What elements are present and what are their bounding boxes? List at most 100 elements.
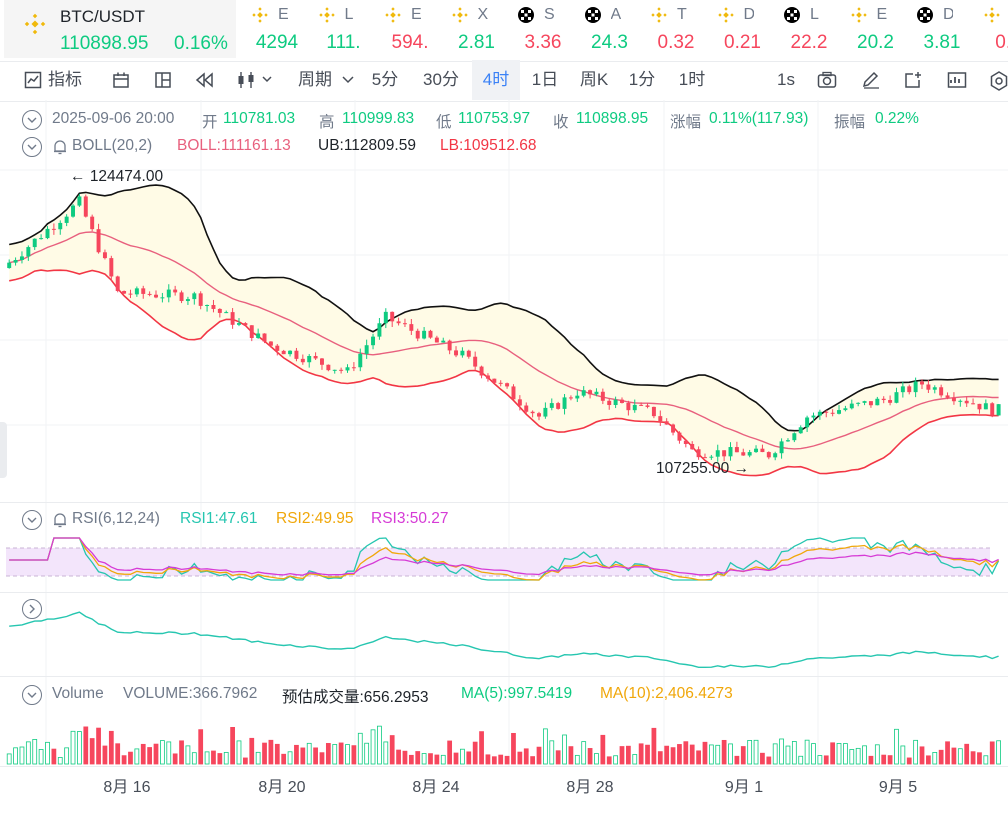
candle-body	[230, 312, 235, 325]
candle-body	[696, 449, 701, 458]
replay-button[interactable]	[192, 60, 218, 100]
volume-bar	[211, 750, 216, 765]
volume-name[interactable]: Volume	[52, 685, 104, 702]
volume-ma10: MA(10):2,406.4273	[600, 685, 733, 702]
candle-body	[134, 288, 139, 295]
ticker-coin[interactable]: T 0.32	[643, 0, 709, 58]
boll-collapse-toggle[interactable]	[22, 137, 42, 157]
ticker-coin[interactable]: D 0.21	[710, 0, 776, 58]
ticker-coin-value: 3.36	[524, 32, 562, 53]
layout-button[interactable]	[150, 60, 176, 100]
ticker-coin[interactable]: L 111.	[311, 0, 377, 58]
ticker-coin[interactable]: E 20.2	[843, 0, 909, 58]
volume-bar	[242, 757, 248, 765]
ticker-coin-value: 111.	[326, 32, 361, 53]
candle-body	[415, 330, 420, 339]
candle-body	[396, 321, 401, 324]
candle-body	[224, 312, 229, 314]
volume-bar	[89, 738, 95, 765]
volume-bar	[747, 740, 753, 765]
interval-tab[interactable]: 4时	[472, 60, 520, 100]
ticker-coin[interactable]: L 22.2	[776, 0, 842, 58]
bell-icon[interactable]	[52, 512, 68, 528]
volume-bar	[594, 753, 599, 765]
interval-tab[interactable]: 1分	[628, 70, 656, 89]
candle-body	[71, 205, 76, 217]
interval-tab[interactable]: 1日	[531, 70, 559, 89]
candle-body	[339, 369, 344, 371]
ticker-coin[interactable]: D0.0	[976, 0, 1008, 58]
volume-bar	[568, 746, 574, 765]
ohlc-close-label: 收	[553, 114, 569, 131]
period-dropdown[interactable]: 周期	[296, 60, 358, 100]
candle-body	[983, 403, 988, 410]
rsi-name[interactable]: RSI(6,12,24)	[72, 510, 160, 527]
ticker-coin-symbol: L	[344, 6, 354, 23]
indicators-button[interactable]: 指标	[18, 60, 90, 100]
expand-pane-toggle[interactable]	[22, 599, 42, 619]
volume-bar	[562, 734, 567, 765]
candle-body	[147, 293, 152, 295]
bnb-icon	[318, 7, 335, 23]
ticker-coin-symbol: L	[810, 6, 819, 23]
ticker-coin[interactable]: X 2.81	[444, 0, 510, 58]
panel-resize-handle[interactable]	[0, 422, 7, 478]
ticker-coin[interactable]: D 3.81	[909, 0, 975, 58]
candle-body	[479, 366, 484, 376]
volume-bar	[351, 745, 357, 765]
interval-tab[interactable]: 30分	[423, 70, 459, 89]
bell-icon[interactable]	[52, 139, 68, 155]
candle-body	[32, 238, 37, 248]
candle-body	[677, 432, 682, 441]
ticker-coin[interactable]: E 4294	[244, 0, 310, 58]
interval-tab[interactable]: 5分	[371, 70, 399, 89]
candle-body	[390, 311, 395, 322]
add-indicator-button[interactable]	[900, 60, 926, 100]
candle-body	[798, 427, 803, 434]
volume-bar	[721, 739, 727, 765]
bnb-icon	[252, 7, 268, 23]
okx-icon	[917, 7, 933, 23]
volume-bar	[402, 750, 408, 765]
ticker-main-btcusdt[interactable]: BTC/USDT 110898.95 0.16%	[4, 0, 236, 58]
candle-body	[294, 350, 299, 359]
candle-body	[511, 386, 516, 400]
boll-ub-value: UB:112809.59	[318, 137, 416, 154]
volume-bar	[479, 731, 484, 765]
volume-bar	[191, 752, 197, 765]
candle-body	[894, 392, 899, 403]
rsi-collapse-toggle[interactable]	[22, 510, 42, 530]
volume-collapse-toggle[interactable]	[22, 685, 42, 705]
chart-type-button[interactable]	[108, 60, 134, 100]
candle-body	[568, 397, 573, 399]
candle-style-button[interactable]	[234, 60, 280, 100]
volume-bar	[989, 741, 995, 765]
screenshot-button[interactable]	[814, 60, 840, 100]
candle-body	[198, 293, 203, 306]
ticker-coin[interactable]: S 3.36	[510, 0, 576, 58]
chart-snapshot-button[interactable]	[944, 60, 970, 100]
candle-body	[39, 238, 44, 240]
boll-name[interactable]: BOLL(20,2)	[72, 137, 153, 154]
ticker-coin-value: 0.32	[657, 32, 695, 53]
settings-button[interactable]	[986, 60, 1008, 100]
interval-tab[interactable]: 1时	[678, 70, 706, 89]
volume-bar	[804, 739, 810, 765]
volume-bar	[830, 742, 836, 765]
interval-right-button[interactable]: 1s	[770, 60, 802, 100]
volume-bar	[906, 757, 912, 765]
pencil-icon	[862, 71, 879, 89]
boll-upper-line	[9, 184, 999, 432]
draw-button[interactable]	[858, 60, 884, 100]
interval-tab[interactable]: 周K	[579, 70, 609, 89]
ticker-coin[interactable]: A 24.3	[577, 0, 643, 58]
bnb-icon	[983, 7, 1000, 23]
volume-bar	[332, 744, 338, 765]
collapse-toggle[interactable]	[22, 110, 42, 130]
volume-bar	[434, 754, 440, 765]
ticker-coin-symbol: D	[744, 6, 754, 24]
ticker-coin[interactable]: E 594.	[377, 0, 443, 58]
volume-bar	[670, 747, 676, 765]
candle-body	[377, 323, 382, 337]
